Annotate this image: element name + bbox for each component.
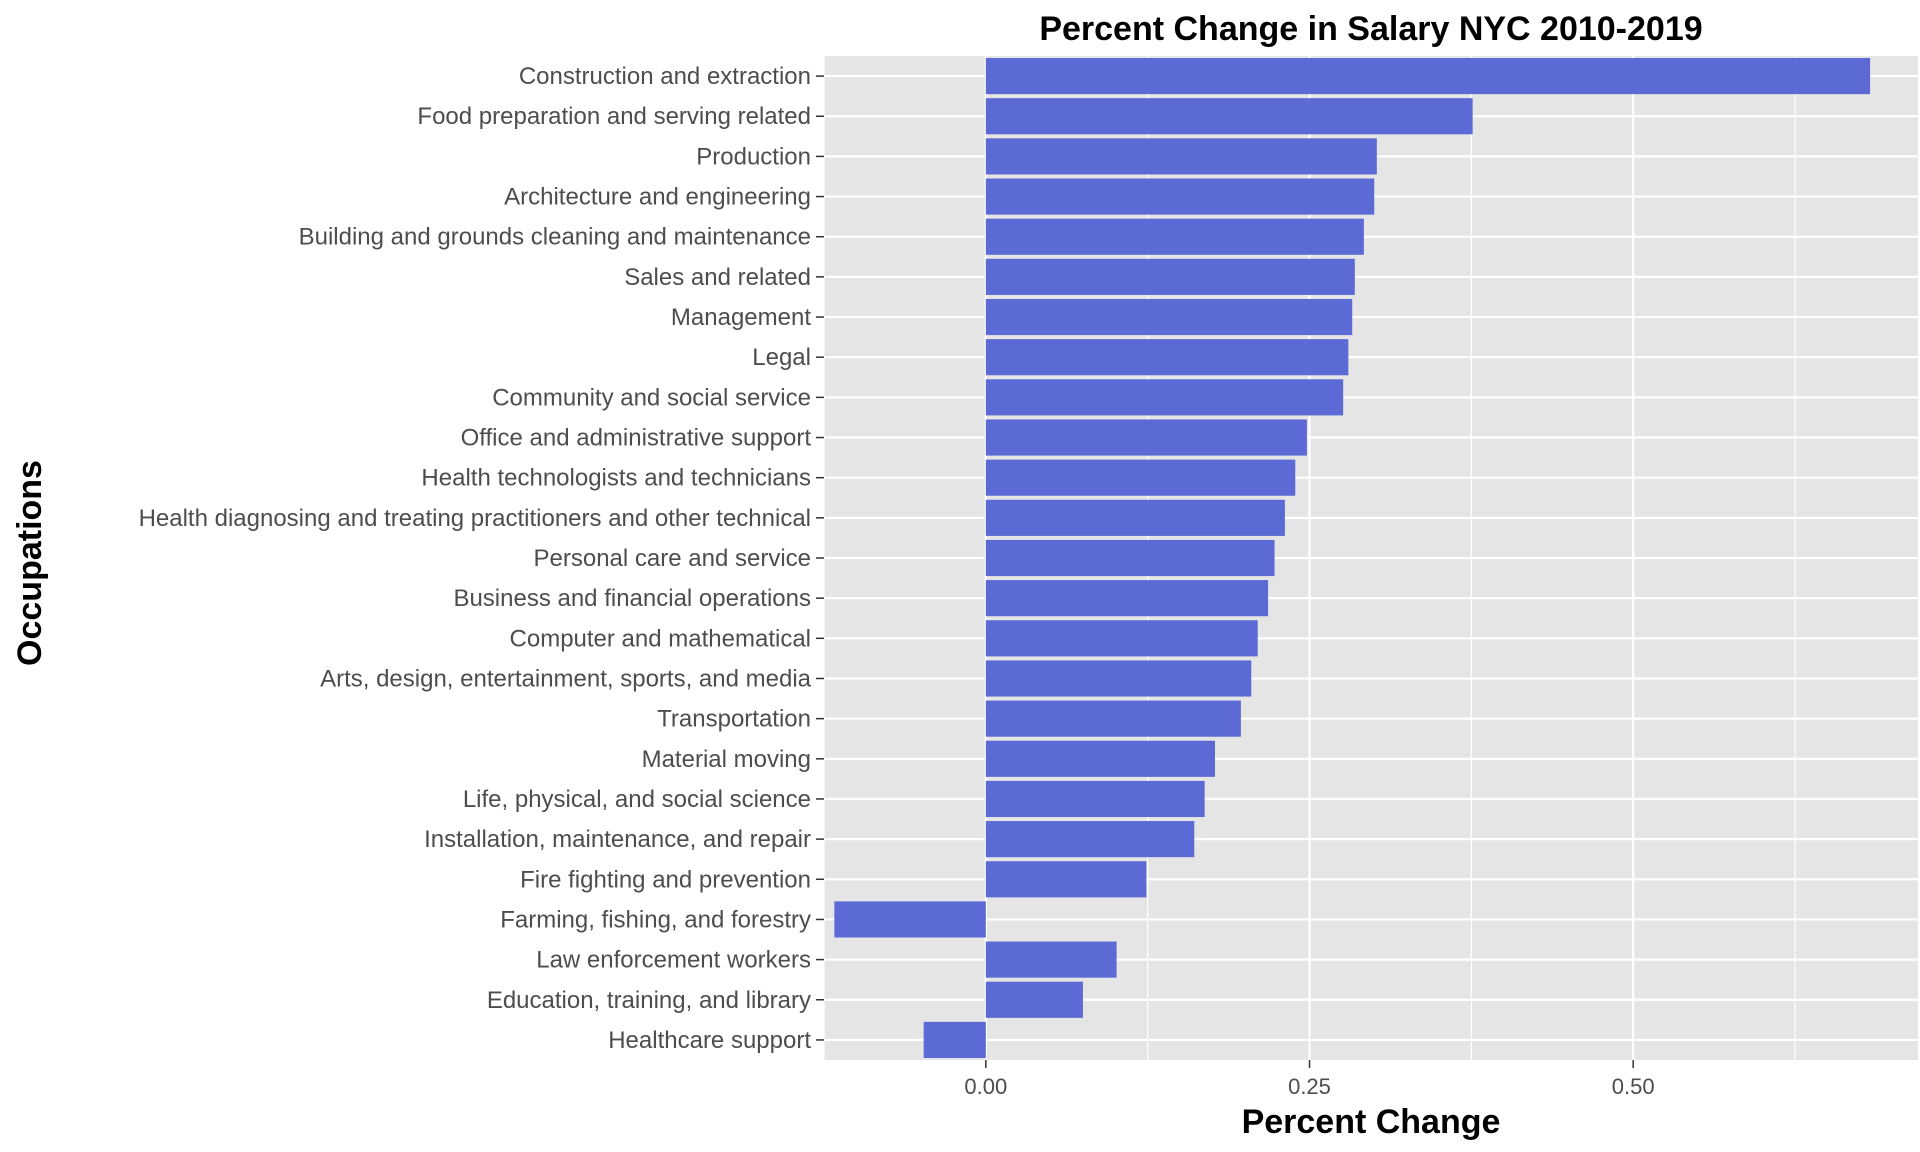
x-axis-labels: 0.00 0.25 0.50 — [964, 1074, 1654, 1099]
y-tick-label: Education, training, and library — [487, 987, 811, 1014]
bar — [985, 419, 1307, 456]
y-tick-label: Construction and extraction — [519, 63, 811, 90]
y-tick-label: Architecture and engineering — [504, 184, 811, 211]
bar — [985, 98, 1473, 135]
y-tick-label: Production — [696, 143, 811, 170]
y-tick-label: Business and financial operations — [453, 585, 811, 612]
chart-title: Percent Change in Salary NYC 2010-2019 — [1039, 10, 1702, 48]
bar — [985, 580, 1269, 617]
bar — [985, 620, 1258, 657]
bar — [985, 218, 1364, 255]
y-tick-label: Personal care and service — [534, 545, 811, 572]
bar — [985, 138, 1377, 175]
y-tick-label: Management — [671, 304, 811, 331]
y-axis-ticks — [816, 75, 824, 1041]
bar — [985, 258, 1355, 295]
bar — [985, 780, 1205, 818]
y-axis-labels: Construction and extraction Food preparat… — [139, 63, 812, 1054]
y-tick-label: Material moving — [642, 746, 811, 773]
y-tick-label: Law enforcement workers — [536, 947, 811, 974]
bar — [985, 821, 1195, 858]
bars — [834, 58, 1871, 1058]
bar — [985, 941, 1117, 978]
y-tick-label: Arts, design, entertainment, sports, and… — [320, 665, 812, 692]
x-tick-label: 0.25 — [1288, 1074, 1331, 1099]
y-tick-label: Life, physical, and social science — [463, 786, 811, 813]
y-tick-label: Community and social service — [492, 384, 811, 411]
y-tick-label: Health diagnosing and treating practitio… — [139, 505, 811, 532]
y-tick-label: Healthcare support — [608, 1027, 811, 1054]
y-axis-title: Occupations — [11, 460, 49, 666]
bar — [985, 539, 1275, 577]
bar — [985, 339, 1349, 376]
x-axis-ticks — [985, 1060, 1634, 1068]
bar — [985, 459, 1296, 496]
bar — [985, 178, 1375, 215]
y-tick-label: Legal — [752, 344, 811, 371]
bar — [923, 1021, 986, 1058]
bar — [985, 861, 1147, 898]
y-tick-label: Installation, maintenance, and repair — [424, 826, 811, 853]
bar — [985, 740, 1215, 777]
bar — [985, 298, 1353, 336]
y-tick-label: Sales and related — [624, 264, 811, 291]
y-tick-label: Building and grounds cleaning and mainte… — [299, 224, 811, 251]
y-tick-label: Food preparation and serving related — [417, 103, 811, 130]
y-tick-label: Health technologists and technicians — [421, 465, 811, 492]
x-tick-label: 0.00 — [964, 1074, 1007, 1099]
x-axis-title: Percent Change — [1242, 1103, 1501, 1141]
y-tick-label: Fire fighting and prevention — [520, 866, 811, 893]
y-tick-label: Transportation — [657, 706, 811, 733]
bar — [985, 700, 1241, 737]
x-tick-label: 0.50 — [1612, 1074, 1655, 1099]
y-tick-label: Farming, fishing, and forestry — [500, 906, 811, 933]
bar — [985, 499, 1285, 536]
bar — [985, 379, 1344, 416]
y-tick-label: Office and administrative support — [461, 425, 812, 452]
bar — [834, 901, 986, 938]
bar — [985, 981, 1083, 1018]
bar — [985, 58, 1871, 95]
y-tick-label: Computer and mathematical — [510, 625, 811, 652]
bar — [985, 660, 1252, 697]
